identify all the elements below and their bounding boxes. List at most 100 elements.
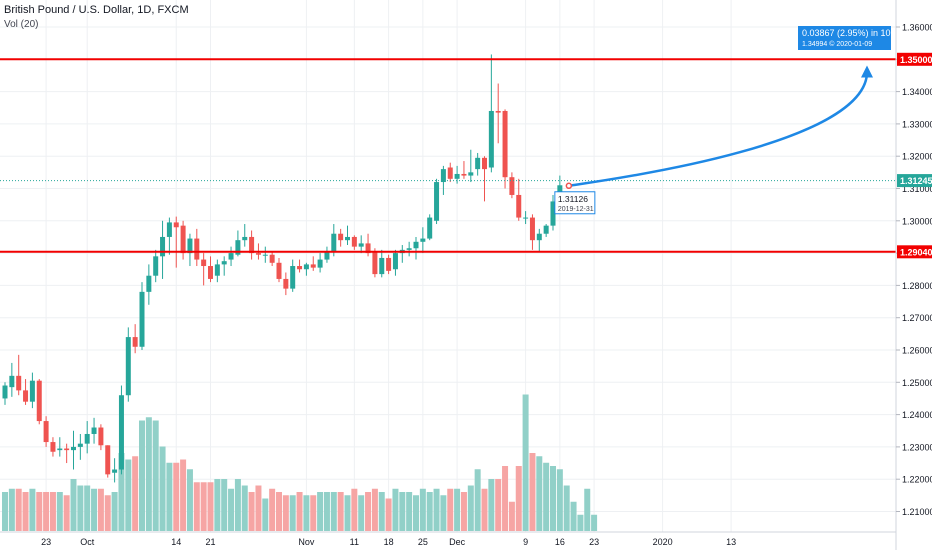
candle-body[interactable] [166, 222, 172, 237]
candle-body[interactable] [242, 236, 248, 241]
candle-body[interactable] [386, 257, 392, 271]
candle-body[interactable] [447, 167, 453, 179]
candle-body[interactable] [50, 442, 56, 452]
candle-body[interactable] [23, 390, 29, 402]
candle-body[interactable] [173, 222, 179, 228]
projection-arrow[interactable] [568, 73, 869, 188]
candle-body[interactable] [283, 278, 289, 289]
candle-body[interactable] [2, 385, 8, 399]
volume-bar [262, 498, 269, 531]
candle-body[interactable] [84, 433, 90, 444]
projection-label-box [798, 26, 891, 50]
candle-body[interactable] [139, 291, 145, 347]
candle-body[interactable] [468, 172, 474, 176]
candle-body[interactable] [153, 256, 159, 276]
candle-body[interactable] [112, 469, 118, 473]
candle-body[interactable] [461, 173, 467, 176]
candle-body[interactable] [118, 395, 124, 470]
candle-body[interactable] [214, 264, 220, 276]
candle-body[interactable] [71, 446, 76, 451]
candle-body[interactable] [9, 375, 15, 388]
candle-body[interactable] [351, 236, 357, 247]
volume-bar [282, 495, 289, 531]
candle-body[interactable] [43, 421, 49, 443]
candle-body[interactable] [297, 266, 303, 270]
candle-body[interactable] [132, 337, 138, 347]
candle-body[interactable] [194, 238, 200, 260]
candle-body[interactable] [502, 110, 508, 178]
candle-body[interactable] [475, 157, 481, 170]
candle-body[interactable] [77, 443, 83, 447]
price-axis-label: 1.34000 [902, 87, 932, 97]
candle-body[interactable] [16, 375, 22, 391]
candle-body[interactable] [420, 238, 426, 242]
candle-body[interactable] [434, 182, 440, 221]
candle-body[interactable] [358, 243, 364, 247]
candle-body[interactable] [536, 233, 542, 241]
candle-body[interactable] [543, 225, 549, 234]
candle-body[interactable] [406, 248, 412, 250]
candle-body[interactable] [255, 253, 261, 255]
volume-bar [125, 459, 132, 531]
volume-bar [8, 488, 15, 531]
candle-body[interactable] [392, 253, 398, 270]
candle-body[interactable] [488, 110, 494, 168]
candle-body[interactable] [98, 427, 104, 446]
candle-body[interactable] [413, 241, 419, 249]
candle-body[interactable] [550, 201, 556, 226]
candle-body[interactable] [290, 266, 296, 289]
candle-body[interactable] [91, 427, 97, 434]
candle-body[interactable] [440, 169, 446, 183]
candle-body[interactable] [187, 238, 193, 254]
candle-body[interactable] [303, 264, 309, 270]
candle-body[interactable] [482, 157, 487, 170]
candle-body[interactable] [235, 240, 241, 255]
price-axis-label: 1.25000 [902, 378, 932, 388]
time-axis-label: Nov [298, 537, 315, 547]
candle-body[interactable] [310, 264, 316, 268]
candle-body[interactable] [269, 254, 275, 263]
candle-body[interactable] [523, 217, 529, 219]
candle-body[interactable] [324, 251, 330, 260]
volume-bar [454, 488, 461, 531]
candle-body[interactable] [105, 445, 111, 475]
candle-body[interactable] [221, 261, 227, 265]
candle-body[interactable] [379, 257, 385, 275]
candle-body[interactable] [208, 266, 213, 279]
candle-body[interactable] [201, 259, 207, 267]
volume-bar [522, 394, 529, 531]
candle-body[interactable] [36, 380, 42, 422]
candle-body[interactable] [29, 380, 35, 402]
candle-body[interactable] [125, 337, 131, 396]
candle-body[interactable] [372, 251, 378, 275]
candle-body[interactable] [180, 225, 186, 254]
projection-target-text: 1.34994 © 2020-01-09 [802, 40, 872, 48]
volume-bar [84, 485, 91, 531]
candle-body[interactable] [276, 262, 282, 279]
candle-body[interactable] [160, 236, 166, 257]
price-axis-label: 1.23000 [902, 442, 932, 452]
candle-body[interactable] [454, 173, 460, 179]
candle-body[interactable] [365, 243, 371, 254]
candle-body[interactable] [262, 254, 268, 256]
candle-body[interactable] [338, 233, 344, 241]
candle-body[interactable] [317, 259, 323, 268]
candle-body[interactable] [345, 236, 350, 241]
candle-body[interactable] [57, 448, 63, 451]
candle-body[interactable] [495, 110, 501, 113]
candle-body[interactable] [509, 177, 515, 195]
price-axis-label: 1.21000 [902, 507, 932, 517]
candle-body[interactable] [529, 217, 535, 241]
candle-body[interactable] [331, 233, 337, 252]
candle-body[interactable] [427, 217, 433, 239]
candle-body[interactable] [228, 253, 234, 260]
projection-start-point[interactable] [565, 182, 573, 190]
candle-body[interactable] [249, 236, 255, 254]
volume-bar [173, 462, 180, 531]
volume-bar [303, 495, 310, 531]
volume-bar [584, 488, 591, 531]
candle-body[interactable] [516, 194, 522, 218]
candle-body[interactable] [64, 448, 70, 451]
candle-body[interactable] [146, 275, 152, 292]
